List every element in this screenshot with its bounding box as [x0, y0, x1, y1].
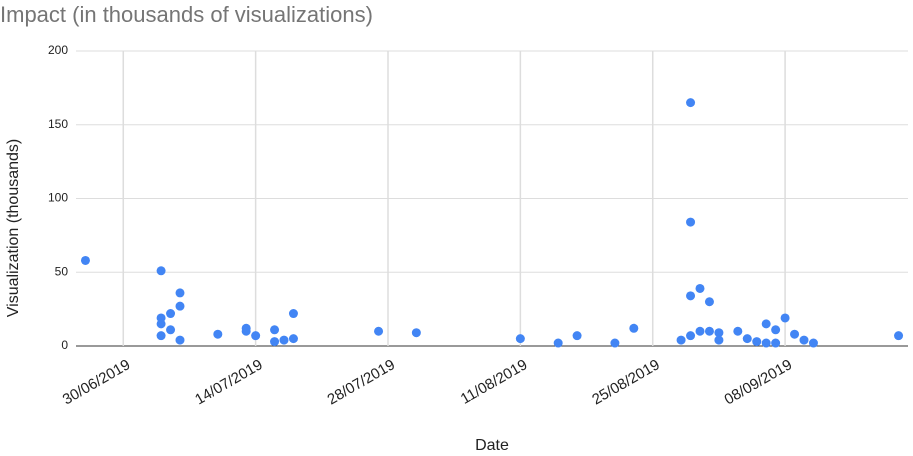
point — [156, 319, 166, 329]
point — [279, 335, 289, 345]
point — [686, 98, 696, 108]
y-tick-label: 50 — [55, 264, 69, 278]
point — [733, 326, 743, 336]
point — [676, 335, 686, 345]
point — [714, 328, 724, 338]
point — [572, 331, 582, 341]
point — [288, 334, 298, 344]
point — [411, 328, 421, 338]
point — [288, 309, 298, 319]
point — [175, 335, 185, 345]
point — [799, 335, 809, 345]
x-tick-label: 25/08/2019 — [589, 356, 663, 408]
point — [610, 338, 620, 348]
point — [704, 297, 714, 307]
y-tick-label: 0 — [61, 338, 68, 352]
point — [156, 331, 166, 341]
point — [894, 331, 904, 341]
point — [270, 337, 280, 347]
point — [156, 266, 166, 276]
point — [704, 326, 714, 336]
point — [553, 338, 563, 348]
point — [771, 338, 781, 348]
point — [761, 319, 771, 329]
x-tick-label: 28/07/2019 — [324, 356, 398, 408]
x-axis-title: Date — [475, 437, 509, 454]
y-tick-label: 200 — [48, 43, 68, 57]
point — [761, 338, 771, 348]
point — [780, 313, 790, 323]
point — [251, 331, 261, 341]
x-tick-label: 30/06/2019 — [60, 356, 134, 408]
x-tick-label: 14/07/2019 — [192, 356, 266, 408]
y-tick-label: 100 — [48, 191, 68, 205]
point — [629, 323, 639, 333]
point — [686, 291, 696, 301]
point — [808, 338, 818, 348]
point — [175, 301, 185, 311]
point — [686, 217, 696, 227]
point — [790, 329, 800, 339]
x-tick-label: 11/08/2019 — [458, 356, 531, 408]
point — [374, 326, 384, 336]
y-tick-label: 150 — [48, 117, 68, 131]
x-tick-label: 08/09/2019 — [722, 356, 796, 408]
point — [752, 337, 762, 347]
point — [80, 255, 90, 265]
point — [166, 325, 176, 335]
point — [695, 326, 705, 336]
point — [515, 334, 525, 344]
point — [686, 331, 696, 341]
point — [166, 309, 176, 319]
point — [695, 283, 705, 293]
point — [213, 329, 223, 339]
y-axis-title: Visualization (thousands) — [5, 139, 22, 317]
point — [742, 334, 752, 344]
point — [714, 335, 724, 345]
point — [270, 325, 280, 335]
point — [241, 323, 251, 333]
point — [175, 288, 185, 298]
chart-title: Impact (in thousands of visualizations) — [0, 2, 373, 27]
point — [771, 325, 781, 335]
